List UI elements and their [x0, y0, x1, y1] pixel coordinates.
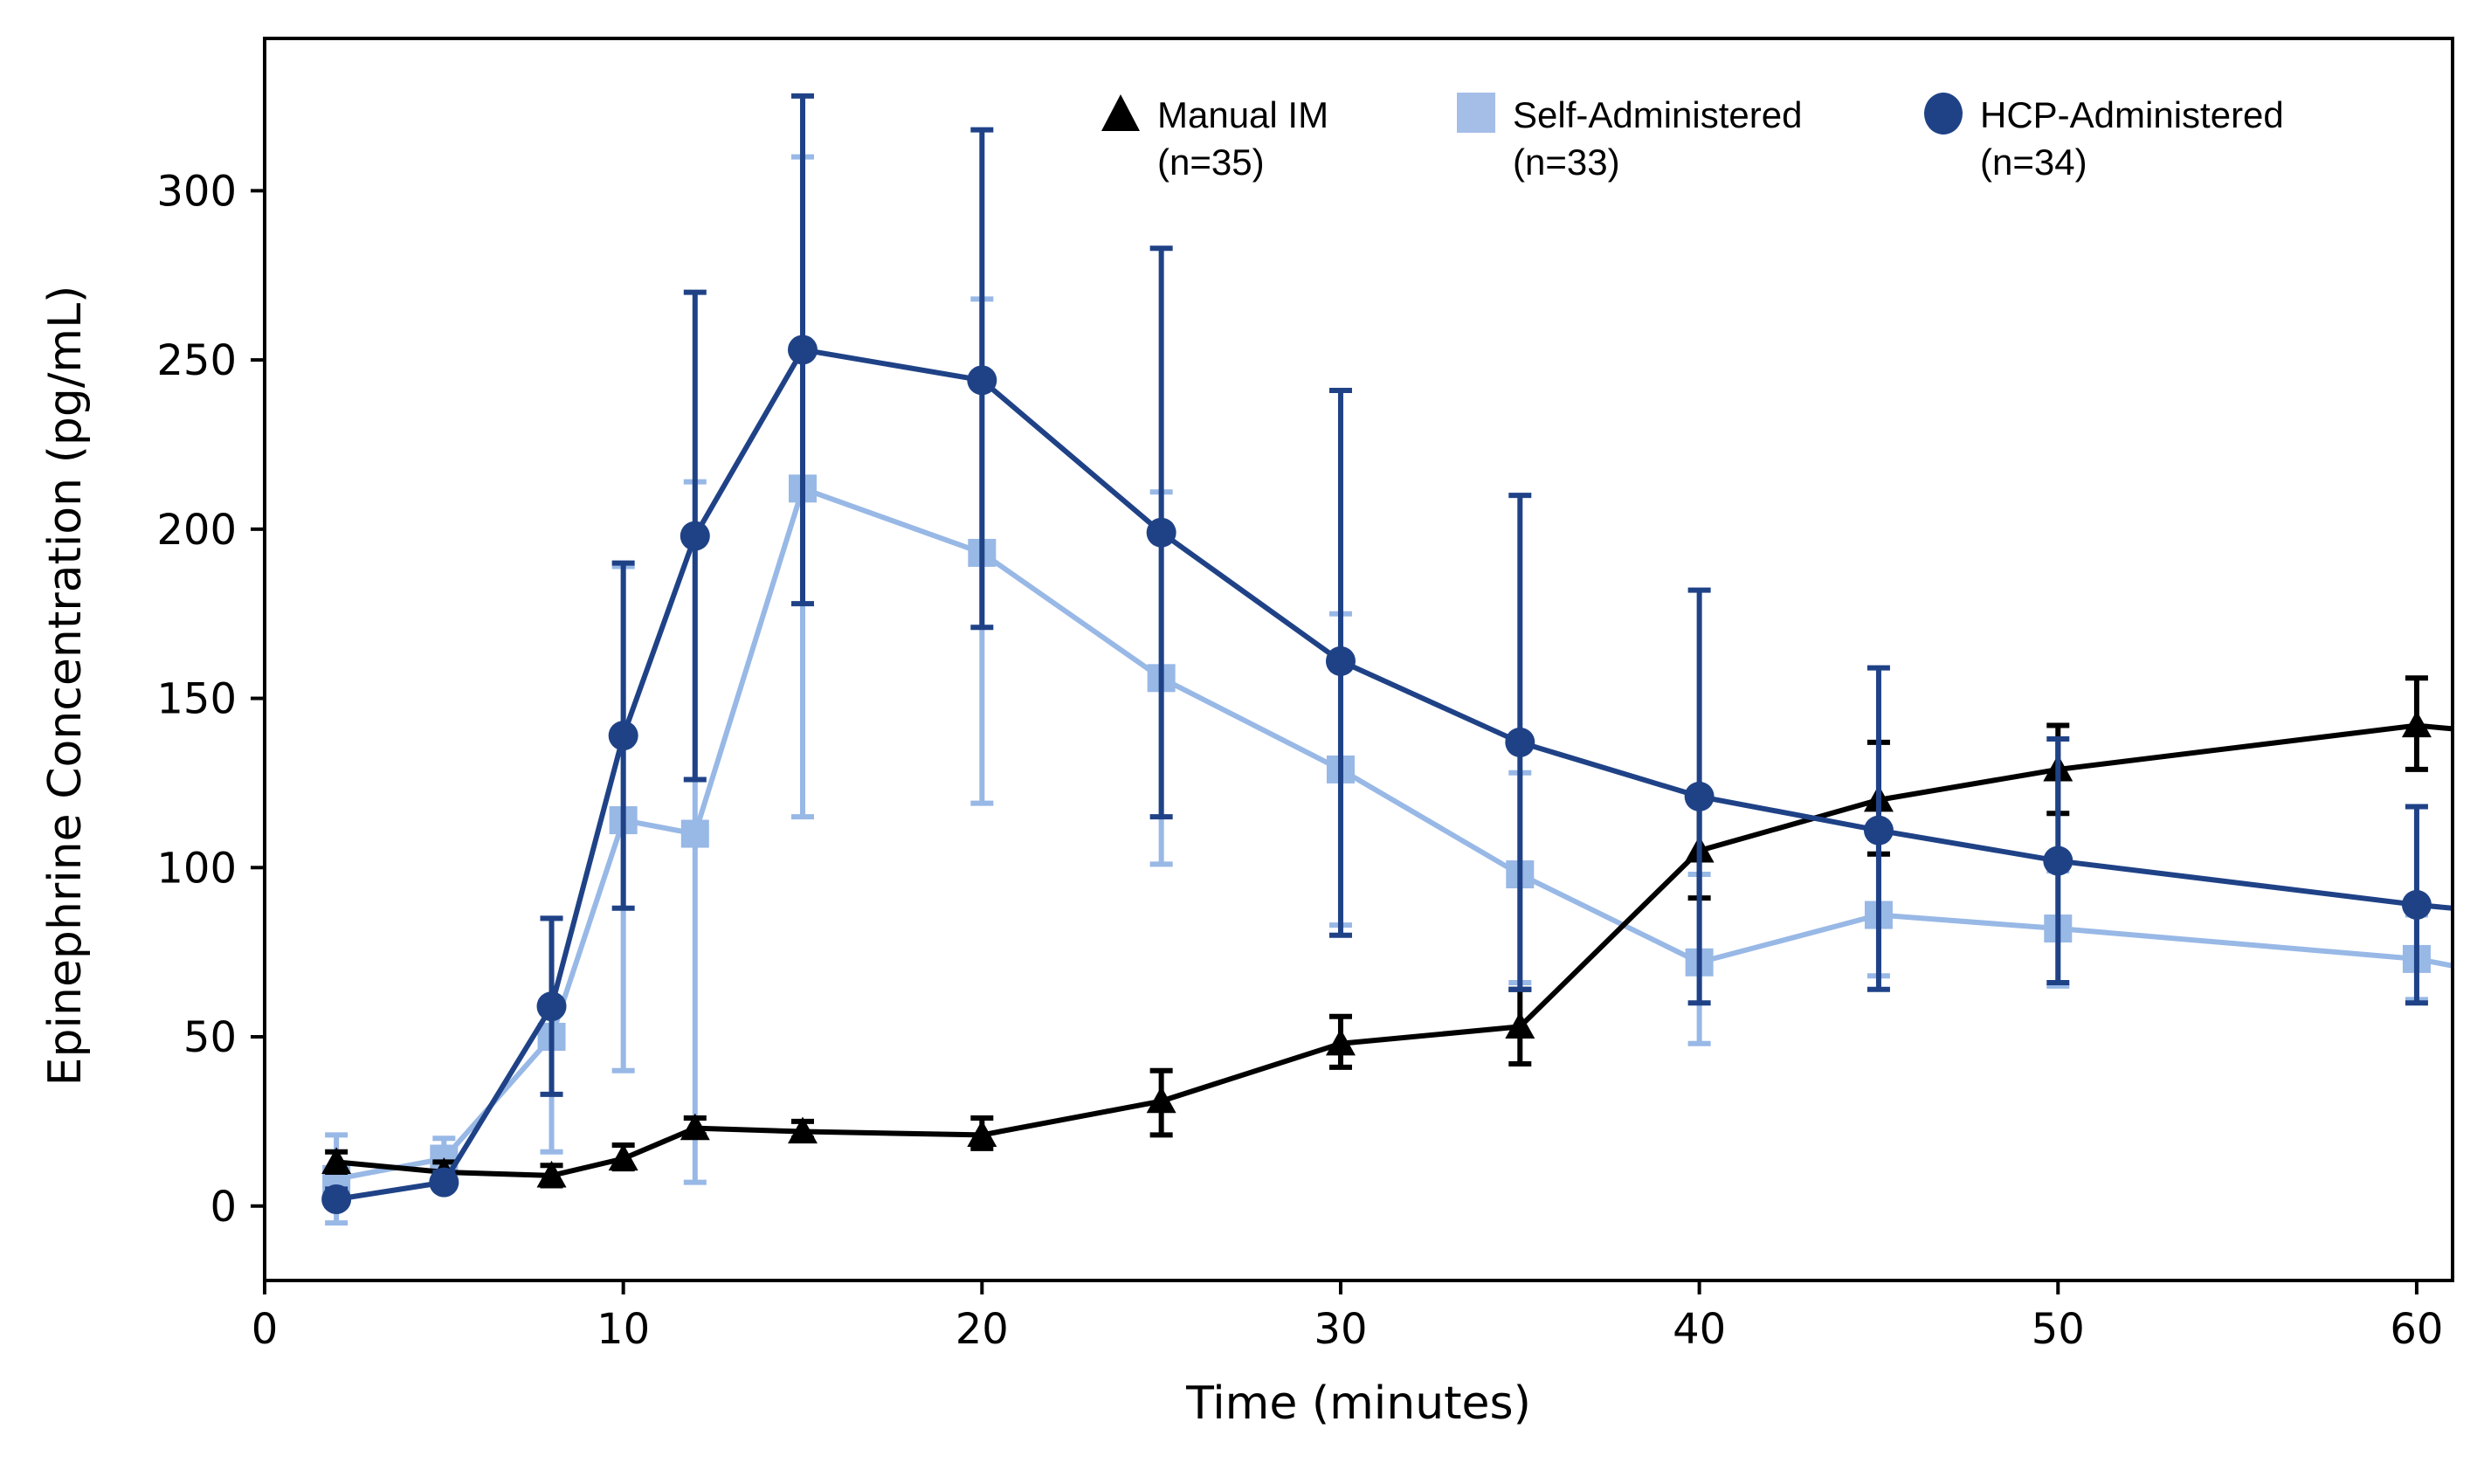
data-point — [1505, 1011, 1535, 1039]
x-tick-label: 60 — [2390, 1305, 2443, 1354]
data-point — [1684, 781, 1715, 811]
plot-frame — [263, 37, 2454, 1282]
y-tick-label: 0 — [210, 1183, 237, 1232]
legend-item-self-administered: Self-Administered (n=33) — [1457, 93, 1802, 183]
data-point — [2401, 889, 2432, 920]
data-point — [536, 991, 567, 1022]
y-axis: 0 50 100 150 200 250 300 — [156, 167, 265, 1232]
x-axis-label: Time (minutes) — [1185, 1377, 1531, 1430]
y-tick-label: 300 — [156, 167, 237, 216]
series-line — [335, 486, 2453, 1182]
legend-circle-icon — [1924, 93, 1963, 135]
data-point — [608, 1143, 638, 1171]
x-tick-label: 40 — [1673, 1305, 1726, 1354]
y-tick-label: 100 — [156, 844, 237, 893]
legend-n-label: (n=33) — [1513, 141, 1620, 183]
series-hcp-administered — [321, 93, 2453, 1215]
legend-item-manual-im: Manual IM (n=35) — [1101, 94, 1328, 183]
data-point — [608, 721, 638, 751]
data-point — [967, 1120, 997, 1147]
legend-label: Manual IM — [1157, 94, 1328, 135]
data-point — [1146, 1086, 1176, 1114]
y-tick-label: 150 — [156, 675, 237, 724]
series-line — [335, 722, 2453, 1178]
data-point — [1325, 645, 1356, 676]
y-tick-label: 200 — [156, 506, 237, 555]
legend-label: HCP-Administered — [1980, 94, 2284, 135]
x-axis: 0 10 20 30 40 50 60 — [252, 1280, 2443, 1354]
y-axis-label: Epinephrine Concentration (pg/mL) — [39, 286, 92, 1087]
y-tick-label: 250 — [156, 336, 237, 385]
legend-label: Self-Administered — [1513, 94, 1802, 135]
x-tick-label: 50 — [2032, 1305, 2085, 1354]
data-point — [680, 1113, 710, 1141]
legend-square-icon — [1457, 93, 1495, 133]
data-point — [787, 335, 818, 365]
data-point — [2043, 846, 2073, 876]
legend-item-hcp-administered: HCP-Administered (n=34) — [1924, 93, 2284, 183]
legend-n-label: (n=34) — [1980, 141, 2087, 183]
y-tick-label: 50 — [183, 1013, 237, 1062]
data-point — [787, 1116, 818, 1144]
legend-n-label: (n=35) — [1157, 141, 1265, 183]
data-point — [680, 819, 709, 848]
x-tick-label: 20 — [956, 1305, 1009, 1354]
data-point — [680, 521, 710, 551]
data-point — [1146, 517, 1176, 548]
x-tick-label: 0 — [252, 1305, 279, 1354]
data-point — [321, 1147, 352, 1174]
data-point — [321, 1184, 352, 1215]
legend: Manual IM (n=35) Self-Administered (n=33) HC… — [1101, 93, 2284, 183]
legend-triangle-icon — [1101, 94, 1140, 131]
data-point — [429, 1167, 459, 1198]
plot-area — [321, 93, 2453, 1226]
data-point — [2401, 710, 2432, 738]
x-tick-label: 30 — [1314, 1305, 1367, 1354]
data-point — [967, 365, 997, 396]
data-point — [1863, 815, 1894, 846]
data-point — [1325, 1028, 1356, 1056]
data-point — [1505, 727, 1535, 757]
x-tick-label: 10 — [597, 1305, 650, 1354]
data-point — [536, 1160, 567, 1188]
series-line — [335, 347, 2453, 1202]
